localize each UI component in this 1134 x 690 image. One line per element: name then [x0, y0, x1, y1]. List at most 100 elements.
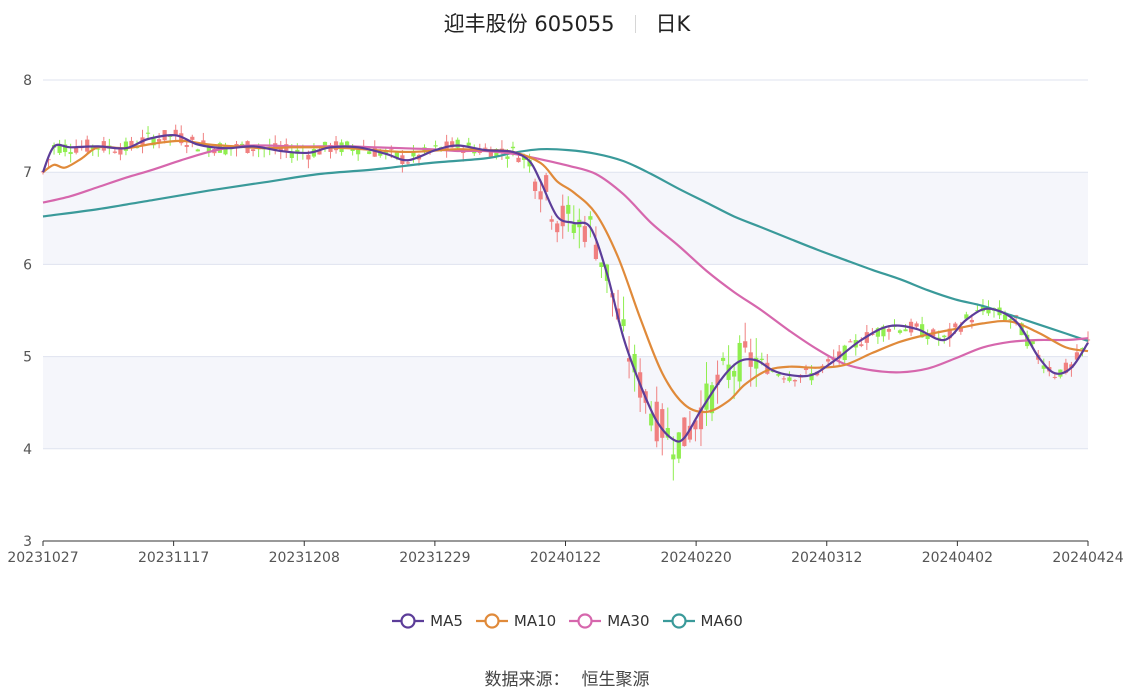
legend-item-ma5[interactable]: MA5 [391, 612, 463, 630]
candle-body [1041, 365, 1046, 369]
stock-code: 605055 [534, 12, 615, 36]
candle-body [1030, 341, 1035, 345]
y-tick-label: 4 [23, 442, 32, 458]
candle-body [715, 374, 720, 385]
candle-body [394, 152, 399, 159]
legend-item-ma10[interactable]: MA10 [475, 612, 556, 630]
candle-body [356, 149, 361, 155]
x-tick-label: 20231117 [138, 550, 209, 566]
candle-body [964, 314, 969, 319]
y-tick-label: 8 [23, 73, 32, 89]
candle-body [698, 407, 704, 430]
candle-body [1008, 319, 1013, 321]
candle-body [455, 139, 460, 148]
candle-body [582, 226, 587, 242]
candle-body [112, 151, 117, 153]
candle-body [378, 151, 383, 156]
candle-body [599, 262, 604, 268]
candle-body [903, 329, 908, 332]
candle-body [776, 374, 781, 376]
y-tick-label: 3 [23, 534, 32, 550]
candle-body [942, 335, 947, 338]
candle-body [289, 152, 294, 158]
candle-body [57, 144, 62, 153]
candle-body [118, 149, 123, 155]
candle-body [687, 425, 693, 440]
legend-label: MA30 [607, 612, 650, 630]
x-tick-label: 20231027 [7, 550, 78, 566]
x-tick-label: 20240402 [922, 550, 993, 566]
x-tick-label: 20231229 [399, 550, 470, 566]
data-source: 数据来源： 恒生聚源 [0, 665, 1134, 690]
period-label: 日K [655, 12, 691, 36]
candle-body [682, 417, 687, 447]
candle-body [123, 141, 129, 151]
candle-body [925, 334, 930, 340]
candle-body [754, 357, 759, 369]
y-tick-label: 7 [23, 165, 32, 181]
x-tick-label: 20240220 [660, 550, 731, 566]
candle-body [488, 150, 493, 158]
candle-body [676, 432, 681, 459]
candle-body [516, 157, 521, 163]
x-tick-label: 20240312 [791, 550, 862, 566]
stock-name: 迎丰股份 [443, 12, 528, 36]
candle-body [345, 141, 350, 147]
x-tick-label: 20231208 [269, 550, 340, 566]
legend-label: MA5 [430, 612, 463, 630]
legend-item-ma30[interactable]: MA30 [568, 612, 650, 630]
legend-line-circle-icon [662, 613, 695, 629]
candle-body [483, 147, 488, 149]
candle-body [848, 341, 853, 343]
x-tick-label: 20240122 [530, 550, 601, 566]
candle-body [383, 150, 388, 154]
candle-body [532, 181, 538, 192]
candle-body [322, 141, 328, 149]
candle-body [129, 140, 134, 147]
candle-body [372, 147, 377, 157]
candle-body [560, 205, 565, 227]
ma10-line [42, 139, 1089, 414]
candle-body [726, 364, 731, 380]
candle-body [720, 357, 726, 361]
candle-body [571, 224, 576, 233]
candle-body [566, 204, 571, 214]
candle-body [1002, 314, 1008, 321]
candle-body [886, 328, 892, 332]
candle-body [837, 351, 842, 359]
candle-body [1080, 347, 1085, 349]
candle-body [201, 140, 206, 145]
candle-body [875, 328, 880, 337]
ma5-line [41, 134, 1089, 443]
candle-body [958, 327, 963, 332]
candle-body [278, 148, 283, 152]
ma30-line [42, 144, 1089, 374]
candle-body [781, 378, 786, 380]
x-tick-label: 20240424 [1052, 550, 1123, 566]
candle-body [626, 358, 632, 362]
candle-body [239, 143, 245, 146]
candle-body [63, 144, 68, 153]
candle-body [759, 358, 764, 361]
legend: MA5 MA10 MA30 MA60 [0, 612, 1134, 633]
candle-body [593, 244, 599, 259]
legend-label: MA10 [513, 612, 557, 630]
candle-body [803, 368, 809, 371]
candle-body [505, 156, 510, 159]
candle-body [1063, 362, 1068, 373]
candle-body [1074, 352, 1080, 360]
legend-item-ma60[interactable]: MA60 [662, 612, 743, 630]
candle-body [1052, 376, 1057, 378]
legend-label: MA60 [700, 612, 743, 630]
candle-body [544, 175, 549, 192]
candle-body [179, 133, 184, 144]
source-value: 恒生聚源 [581, 670, 650, 690]
candle-body [809, 373, 814, 381]
candle-body [195, 149, 200, 152]
candle-body [826, 359, 831, 362]
chart-title: 迎丰股份 605055 日K [0, 8, 1134, 38]
candle-body [665, 428, 670, 438]
candle-body [538, 191, 543, 200]
candle-body [173, 129, 178, 136]
candle-body [433, 145, 438, 147]
